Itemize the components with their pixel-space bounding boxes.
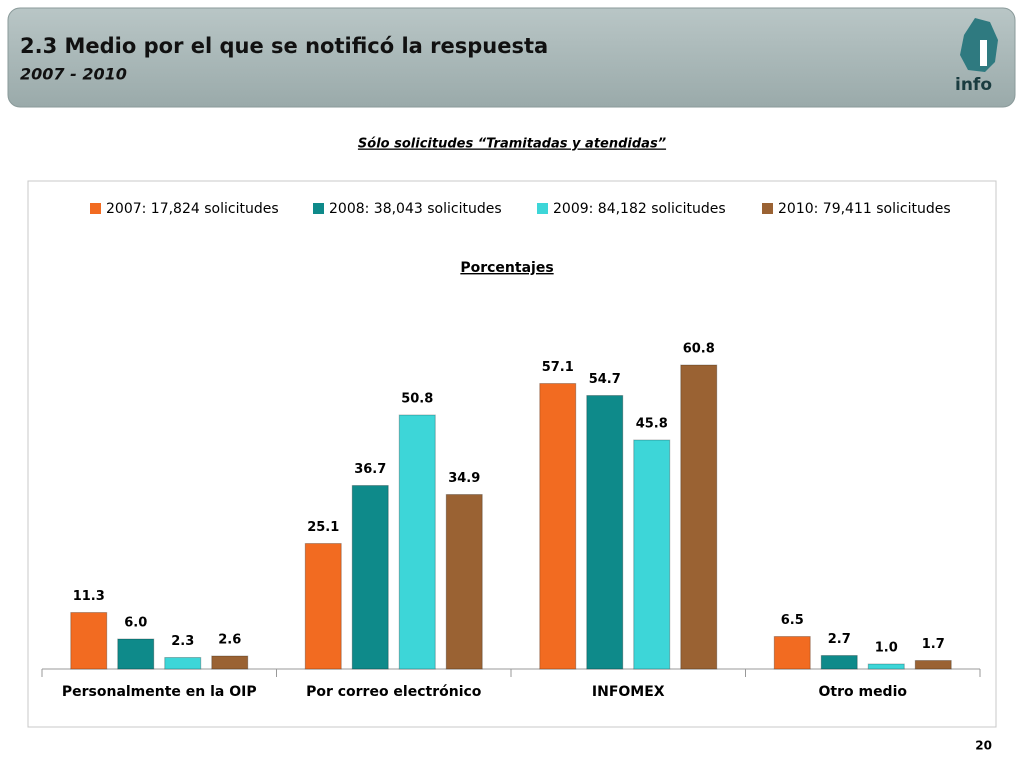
note: Sólo solicitudes “Tramitadas y atendidas… xyxy=(358,137,666,152)
x-tick-label: Por correo electrónico xyxy=(306,684,482,700)
value-label: 11.3 xyxy=(73,589,105,604)
bar xyxy=(680,364,718,670)
value-label: 6.5 xyxy=(781,613,804,628)
bar xyxy=(820,655,858,670)
legend-swatch xyxy=(537,203,548,214)
value-label: 25.1 xyxy=(307,520,339,535)
legend-swatch xyxy=(313,203,324,214)
chart-title: Porcentajes xyxy=(460,260,553,276)
bar xyxy=(398,414,436,670)
value-label: 6.0 xyxy=(124,616,147,631)
bar xyxy=(70,612,108,670)
value-label: 1.7 xyxy=(922,637,945,652)
value-label: 54.7 xyxy=(589,372,621,387)
value-label: 2.6 xyxy=(218,633,241,648)
bar xyxy=(773,636,811,670)
value-label: 57.1 xyxy=(542,360,574,375)
value-label: 60.8 xyxy=(683,342,715,357)
slide-subtitle: 2007 - 2010 xyxy=(20,65,127,84)
value-label: 2.3 xyxy=(171,634,194,649)
x-tick-label: INFOMEX xyxy=(592,684,665,700)
legend-swatch xyxy=(90,203,101,214)
slide-title: 2.3 Medio por el que se notificó la resp… xyxy=(20,34,548,58)
value-label: 45.8 xyxy=(636,417,668,432)
bar xyxy=(539,383,577,670)
legend-label: 2010: 79,411 solicitudes xyxy=(778,201,951,217)
legend-swatch xyxy=(762,203,773,214)
bar xyxy=(304,543,342,670)
legend-label: 2008: 38,043 solicitudes xyxy=(329,201,502,217)
x-tick-label: Personalmente en la OIP xyxy=(62,684,257,700)
value-label: 1.0 xyxy=(875,641,898,656)
bar xyxy=(164,657,202,670)
value-label: 50.8 xyxy=(401,392,433,407)
value-label: 34.9 xyxy=(448,471,480,486)
bar xyxy=(867,663,905,670)
bar xyxy=(633,439,671,670)
value-label: 2.7 xyxy=(828,632,851,647)
bar xyxy=(914,660,952,670)
header-band xyxy=(7,7,1016,108)
legend-label: 2009: 84,182 solicitudes xyxy=(553,201,726,217)
value-label: 36.7 xyxy=(354,462,386,477)
bar xyxy=(586,395,624,670)
page-number: 20 xyxy=(975,739,992,753)
bar xyxy=(211,655,249,670)
logo-text: info xyxy=(955,75,992,95)
bar xyxy=(445,494,483,670)
logo: info xyxy=(955,18,998,95)
bar xyxy=(351,485,389,670)
chart-frame xyxy=(27,180,997,728)
x-tick-label: Otro medio xyxy=(818,684,907,700)
legend-label: 2007: 17,824 solicitudes xyxy=(106,201,279,217)
bar xyxy=(117,638,155,670)
